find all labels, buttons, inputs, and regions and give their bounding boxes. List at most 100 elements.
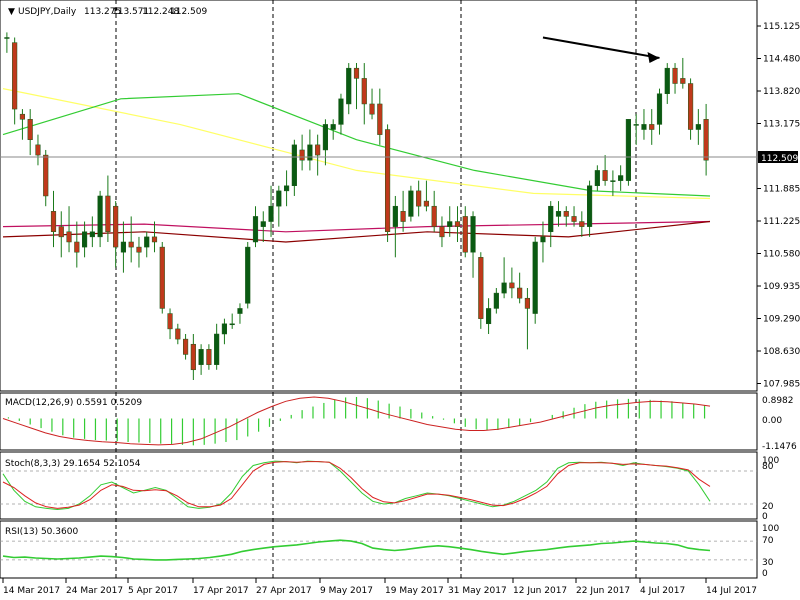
date-tick-label: 27 Apr 2017 xyxy=(256,586,312,596)
price-tick-label: 110.580 xyxy=(763,250,800,260)
candle-body xyxy=(517,287,523,299)
candle-body xyxy=(4,37,10,39)
candle-body xyxy=(672,67,678,84)
date-tick-label: 31 May 2017 xyxy=(448,586,507,596)
rsi-tick-label: 30 xyxy=(762,558,774,568)
candle-body xyxy=(439,226,445,238)
chart-title: USDJPY,Daily xyxy=(18,7,77,17)
candle-body xyxy=(268,205,274,222)
candle-body xyxy=(625,119,632,181)
rsi-tick-label: 70 xyxy=(762,536,774,546)
price-tick-label: 115.125 xyxy=(763,22,800,32)
candle-body xyxy=(687,83,694,130)
candle-body xyxy=(633,124,639,126)
candle-body xyxy=(361,78,367,105)
stoch-series xyxy=(0,460,757,511)
candle-body xyxy=(695,124,701,130)
candle-body xyxy=(322,124,329,151)
candle-body xyxy=(252,216,259,243)
macd-tick-label: 0.00 xyxy=(762,416,782,426)
candle-body xyxy=(190,343,196,371)
candle-body xyxy=(214,333,220,365)
macd-series xyxy=(2,396,711,446)
date-tick-label: 5 Apr 2017 xyxy=(128,586,178,596)
macd-signal-line xyxy=(2,396,711,446)
candle-body xyxy=(229,323,235,326)
rsi-line xyxy=(2,539,711,561)
macd-tick-label: 0.8982 xyxy=(762,396,794,406)
candle-body xyxy=(602,170,608,181)
candle-body xyxy=(245,246,251,304)
candle-body xyxy=(462,216,468,253)
candle-body xyxy=(408,190,414,217)
stoch-d-line xyxy=(2,461,711,509)
candle-body xyxy=(43,154,49,197)
date-tick-label: 14 Jul 2017 xyxy=(706,586,757,596)
date-tick-label: 19 May 2017 xyxy=(385,586,444,596)
current-price-box xyxy=(758,151,798,163)
candle-body xyxy=(307,144,313,161)
candle-body xyxy=(338,98,344,125)
date-tick-label: 12 Jun 2017 xyxy=(513,586,567,596)
candle-body xyxy=(369,103,375,115)
price-tick-label: 111.225 xyxy=(763,217,800,227)
price-tick-label: 111.885 xyxy=(763,185,800,195)
candle-body xyxy=(649,124,655,130)
candle-body xyxy=(128,241,134,248)
price-tick-label: 113.820 xyxy=(763,87,800,97)
macd-title: MACD(12,26,9) 0.5591 0.5209 xyxy=(5,398,142,408)
stoch-tick-label: 0 xyxy=(762,512,768,522)
candle-body xyxy=(618,175,624,181)
candle-body xyxy=(571,216,577,222)
candle-body xyxy=(470,216,476,253)
axis-labels: 115.125 114.480 113.820 113.175 111.885 111.2… xyxy=(2,22,800,596)
vertical-gridlines xyxy=(115,0,637,578)
candle-body xyxy=(182,338,189,355)
candle-body xyxy=(509,282,515,289)
candle-body xyxy=(120,241,127,253)
candle-body xyxy=(151,236,158,243)
candle-body xyxy=(423,200,430,207)
candle-body xyxy=(27,119,33,140)
candle-body xyxy=(113,205,119,248)
candle-body xyxy=(105,195,111,233)
ohlc-low: 112.248 xyxy=(142,7,179,17)
candle-body xyxy=(664,67,670,94)
annotation-arrow-head xyxy=(647,51,660,63)
candle-body xyxy=(66,231,72,243)
candle-body xyxy=(291,144,297,187)
price-tick-label: 107.985 xyxy=(763,380,800,390)
candle-body xyxy=(377,103,383,135)
candle-body xyxy=(283,185,290,192)
candlesticks xyxy=(4,32,709,381)
candle-body xyxy=(431,205,437,227)
candle-body xyxy=(594,170,600,187)
ohlc-high: 113.571 xyxy=(112,7,149,17)
candle-body xyxy=(392,205,398,227)
stoch-tick-label: 20 xyxy=(762,502,774,512)
chart-title-arrow[interactable]: ▼ xyxy=(8,7,15,17)
current-price-label: 112.509 xyxy=(761,154,798,164)
candle-body xyxy=(81,231,88,248)
stoch-title: Stoch(8,3,3) 29.1654 52.1054 xyxy=(5,459,141,469)
moving-average-line xyxy=(2,220,711,243)
stoch-tick-label: 80 xyxy=(762,462,774,472)
candle-body xyxy=(89,231,95,238)
rsi-tick-label: 100 xyxy=(762,524,779,534)
price-tick-label: 114.480 xyxy=(763,55,800,65)
candle-body xyxy=(167,313,173,330)
candle-body xyxy=(260,221,266,227)
candle-body xyxy=(493,292,499,309)
date-tick-label: 14 Mar 2017 xyxy=(3,586,60,596)
candle-body xyxy=(540,236,546,243)
candle-body xyxy=(478,257,484,319)
moving-averages xyxy=(2,88,711,243)
price-tick-label: 109.290 xyxy=(763,315,800,325)
candle-body xyxy=(97,195,103,238)
ohlc-open: 113.275 xyxy=(84,7,121,17)
candle-body xyxy=(680,78,686,84)
price-tick-label: 113.175 xyxy=(763,120,800,130)
candle-body xyxy=(299,149,305,161)
ohlc-close: 112.509 xyxy=(170,7,207,17)
candle-body xyxy=(586,185,593,227)
